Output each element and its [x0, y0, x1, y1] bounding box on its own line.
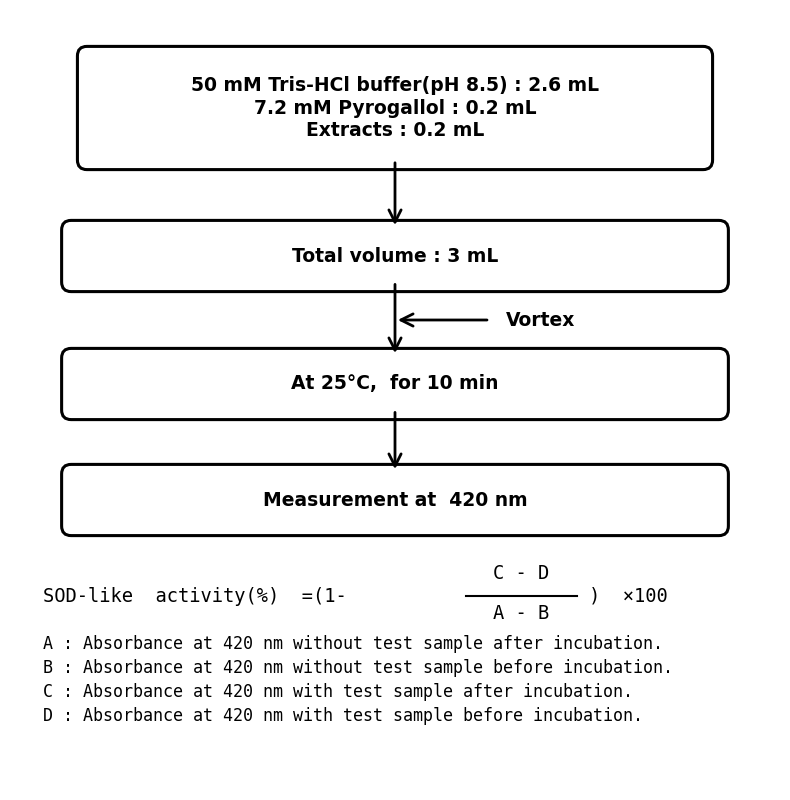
Text: Extracts : 0.2 mL: Extracts : 0.2 mL	[306, 121, 484, 140]
Text: SOD-like  activity(%)  =(1-: SOD-like activity(%) =(1-	[43, 586, 347, 606]
FancyBboxPatch shape	[62, 464, 728, 536]
Text: Total volume : 3 mL: Total volume : 3 mL	[292, 246, 498, 266]
Text: D : Absorbance at 420 nm with test sample before incubation.: D : Absorbance at 420 nm with test sampl…	[43, 707, 643, 725]
Text: Measurement at  420 nm: Measurement at 420 nm	[263, 490, 527, 510]
Text: 7.2 mM Pyrogallol : 0.2 mL: 7.2 mM Pyrogallol : 0.2 mL	[254, 98, 536, 118]
Text: 50 mM Tris-HCl buffer(pH 8.5) : 2.6 mL: 50 mM Tris-HCl buffer(pH 8.5) : 2.6 mL	[191, 76, 599, 95]
Text: Vortex: Vortex	[506, 310, 575, 330]
FancyBboxPatch shape	[62, 220, 728, 291]
FancyBboxPatch shape	[62, 349, 728, 419]
Text: C - D: C - D	[493, 564, 550, 583]
Text: A : Absorbance at 420 nm without test sample after incubation.: A : Absorbance at 420 nm without test sa…	[43, 635, 664, 653]
Text: B : Absorbance at 420 nm without test sample before incubation.: B : Absorbance at 420 nm without test sa…	[43, 659, 673, 677]
Text: At 25°C,  for 10 min: At 25°C, for 10 min	[292, 374, 498, 394]
Text: A - B: A - B	[493, 604, 550, 623]
Text: C : Absorbance at 420 nm with test sample after incubation.: C : Absorbance at 420 nm with test sampl…	[43, 683, 634, 701]
Text: )  ×100: ) ×100	[589, 586, 668, 606]
FancyBboxPatch shape	[77, 46, 713, 170]
